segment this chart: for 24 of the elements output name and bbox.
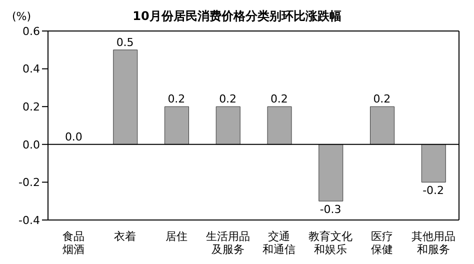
y-axis-title: (%): [12, 10, 32, 23]
x-tick-label: 生活用品及服务: [206, 230, 250, 256]
y-tick-label: -0.2: [18, 176, 40, 190]
x-tick-label: 教育文化和娱乐: [308, 230, 353, 256]
x-tick-label: 居住: [165, 230, 188, 243]
y-tick-label: -0.4: [18, 214, 40, 227]
data-label: 0.2: [219, 92, 237, 106]
x-tick-label: 其他用品和服务: [411, 230, 456, 256]
data-label: -0.3: [320, 203, 342, 216]
data-label: 0.2: [270, 92, 288, 106]
y-tick-label: 0.2: [22, 100, 40, 114]
data-label: 0.2: [373, 92, 391, 106]
x-tick-label: 交通和通信: [262, 230, 296, 256]
data-label: 0.5: [116, 36, 134, 49]
y-tick-label: 0.6: [22, 24, 40, 38]
data-label: 0.2: [168, 92, 186, 106]
data-label: 0.0: [64, 130, 82, 144]
x-tick-label: 食品烟酒: [62, 230, 85, 256]
chart-title: 10月份居民消费价格分类别环比涨跌幅: [132, 9, 342, 23]
x-tick-label: 衣着: [114, 230, 136, 243]
y-tick-label: 0.0: [22, 138, 40, 152]
data-label: -0.2: [422, 184, 444, 198]
y-tick-label: 0.4: [22, 62, 40, 76]
x-tick-label: 医疗保健: [370, 230, 393, 256]
